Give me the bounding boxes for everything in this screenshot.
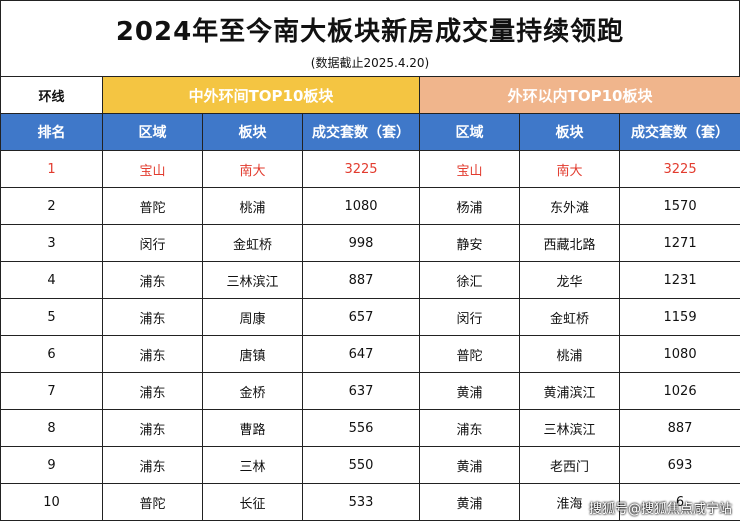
cell-rank: 4 [1,262,103,299]
cell-mid-count: 998 [303,225,420,262]
cell-out-count: 1159 [620,299,740,336]
cell-rank: 8 [1,410,103,447]
cell-out-district: 黄浦 [420,484,520,521]
cell-mid-count: 647 [303,336,420,373]
group-row: 环线 中外环间TOP10板块 外环以内TOP10板块 [1,77,740,114]
cell-rank: 2 [1,188,103,225]
ranking-table: 环线 中外环间TOP10板块 外环以内TOP10板块 排名 区域 板块 成交套数… [0,76,740,521]
cell-mid-district: 宝山 [103,151,203,188]
cell-out-sector: 南大 [520,151,620,188]
cell-out-district: 杨浦 [420,188,520,225]
cell-mid-district: 闵行 [103,225,203,262]
cell-rank: 9 [1,447,103,484]
cell-out-count: 1271 [620,225,740,262]
header-mid-district: 区域 [103,114,203,151]
cell-out-district: 宝山 [420,151,520,188]
cell-out-count: 1570 [620,188,740,225]
cell-mid-sector: 金虹桥 [203,225,303,262]
cell-mid-sector: 南大 [203,151,303,188]
header-rank: 排名 [1,114,103,151]
cell-mid-sector: 曹路 [203,410,303,447]
cell-out-district: 普陀 [420,336,520,373]
cell-out-district: 浦东 [420,410,520,447]
cell-mid-count: 550 [303,447,420,484]
cell-mid-sector: 桃浦 [203,188,303,225]
cell-out-sector: 西藏北路 [520,225,620,262]
cell-mid-district: 浦东 [103,373,203,410]
cell-out-sector: 东外滩 [520,188,620,225]
page-subtitle: (数据截止2025.4.20) [1,54,739,71]
cell-out-district: 黄浦 [420,447,520,484]
group-outer-ring: 外环以内TOP10板块 [420,77,740,114]
cell-rank: 10 [1,484,103,521]
cell-out-district: 徐汇 [420,262,520,299]
cell-out-sector: 龙华 [520,262,620,299]
group-mid-ring: 中外环间TOP10板块 [103,77,420,114]
cell-mid-district: 浦东 [103,336,203,373]
header-row: 排名 区域 板块 成交套数（套） 区域 板块 成交套数（套） [1,114,740,151]
cell-mid-sector: 金桥 [203,373,303,410]
cell-out-sector: 金虹桥 [520,299,620,336]
cell-out-district: 闵行 [420,299,520,336]
cell-mid-sector: 唐镇 [203,336,303,373]
header-mid-sector: 板块 [203,114,303,151]
cell-out-district: 黄浦 [420,373,520,410]
cell-mid-count: 533 [303,484,420,521]
cell-mid-count: 1080 [303,188,420,225]
cell-out-count: 693 [620,447,740,484]
cell-rank: 5 [1,299,103,336]
cell-out-count: 3225 [620,151,740,188]
cell-out-sector: 桃浦 [520,336,620,373]
cell-out-sector: 三林滨江 [520,410,620,447]
cell-out-district: 静安 [420,225,520,262]
header-mid-count: 成交套数（套） [303,114,420,151]
page-title: 2024年至今南大板块新房成交量持续领跑 [1,11,739,48]
cell-out-count: 1080 [620,336,740,373]
ring-label: 环线 [1,77,103,114]
cell-mid-count: 637 [303,373,420,410]
header-out-sector: 板块 [520,114,620,151]
cell-mid-count: 887 [303,262,420,299]
title-block: 2024年至今南大板块新房成交量持续领跑 (数据截止2025.4.20) [0,0,740,76]
cell-mid-district: 浦东 [103,262,203,299]
cell-mid-sector: 长征 [203,484,303,521]
cell-rank: 7 [1,373,103,410]
cell-out-count: 887 [620,410,740,447]
watermark: 搜狐号@搜狐焦点咸宁站 [589,498,732,517]
cell-rank: 3 [1,225,103,262]
cell-out-sector: 黄浦滨江 [520,373,620,410]
cell-mid-count: 556 [303,410,420,447]
cell-mid-district: 浦东 [103,410,203,447]
cell-rank: 6 [1,336,103,373]
cell-out-count: 1026 [620,373,740,410]
cell-mid-district: 浦东 [103,299,203,336]
header-out-count: 成交套数（套） [620,114,740,151]
cell-mid-district: 普陀 [103,188,203,225]
cell-mid-district: 普陀 [103,484,203,521]
cell-rank: 1 [1,151,103,188]
cell-mid-sector: 周康 [203,299,303,336]
cell-mid-sector: 三林 [203,447,303,484]
cell-out-sector: 老西门 [520,447,620,484]
cell-out-count: 1231 [620,262,740,299]
header-out-district: 区域 [420,114,520,151]
cell-mid-sector: 三林滨江 [203,262,303,299]
cell-mid-count: 3225 [303,151,420,188]
cell-mid-count: 657 [303,299,420,336]
cell-mid-district: 浦东 [103,447,203,484]
